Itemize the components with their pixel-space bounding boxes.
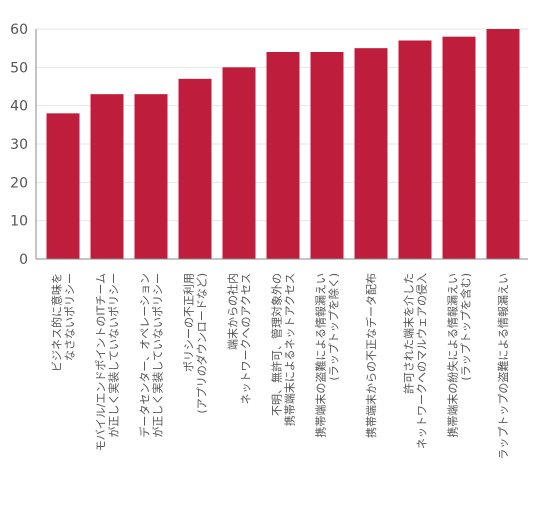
x-tick-label: 端末からの社内 ネットワークへのアクセス [226, 273, 253, 404]
x-tick-label-line: 携帯端末によるネットアクセス [283, 273, 297, 426]
x-tick-label-line: ビジネス的に意味を [50, 273, 64, 372]
x-tick-label-line: 携帯端末の盗難による情報漏えい [314, 273, 328, 438]
x-tick-label-line: ネットワークへのアクセス [240, 273, 253, 404]
bar [90, 94, 124, 260]
bar [266, 52, 300, 259]
x-tick-label: 許可された端末を介した ネットワークへのマルウェアの侵入 [402, 273, 429, 449]
x-tick-label: データセンター、オペレーション が正しく実装していないポリシー [138, 273, 165, 438]
x-tick-label-line: (アプリのダウンロードなど) [195, 273, 209, 414]
x-tick-label: 不明、無許可、管理対象外の 携帯端末によるネットアクセス [270, 273, 297, 426]
x-tick-label: ポリシーの不正利用 (アプリのダウンロードなど) [183, 273, 209, 414]
x-tick-label-line: 携帯端末からの不正なデータ配布 [364, 273, 378, 438]
x-tick-label-line: (ラップトップを除く) [327, 273, 341, 381]
x-tick-label-line: 携帯端末の紛失による情報漏えい [446, 273, 460, 438]
bar [222, 67, 256, 259]
x-tick-label-line: ポリシーの不正利用 [183, 273, 196, 372]
y-tick-label: 0 [19, 252, 28, 268]
x-tick-label: ラップトップの盗難による情報漏えい [497, 273, 510, 460]
x-tick-label: ビジネス的に意味を なさないポリシー [50, 273, 77, 372]
y-tick-label: 40 [10, 99, 28, 115]
x-tick-label: 携帯端末の盗難による情報漏えい (ラップトップを除く) [314, 273, 341, 438]
bar [486, 29, 520, 259]
y-tick-label: 10 [10, 214, 28, 230]
bar [46, 113, 80, 259]
x-tick-label-line: ラップトップの盗難による情報漏えい [497, 273, 510, 460]
y-tick-label: 50 [10, 60, 28, 76]
bar [310, 52, 344, 259]
x-tick-label: 携帯端末の紛失による情報漏えい (ラップトップを含む) [446, 273, 473, 438]
x-tick-label-line: モバイル/エンドポイントのITチーム [95, 273, 108, 451]
x-tick-label: 携帯端末からの不正なデータ配布 [364, 273, 378, 438]
bar [398, 40, 432, 259]
x-tick-label: モバイル/エンドポイントのITチーム が正しく実装していないポリシー [95, 273, 121, 451]
y-tick-label: 60 [10, 22, 28, 38]
x-tick-label-line: (ラップトップを含む) [459, 273, 473, 381]
bar [178, 78, 212, 259]
x-axis: ビジネス的に意味を なさないポリシー モバイル/エンドポイントのITチーム が正しく実… [36, 258, 528, 460]
x-tick-label-line: 許可された端末を介した [402, 273, 416, 394]
y-tick-label: 20 [10, 175, 28, 191]
bar [442, 36, 476, 259]
y-axis: 0 10 20 30 40 50 60 [10, 22, 37, 268]
x-tick-label-line: が正しく実装していないポリシー [151, 273, 165, 438]
x-tick-label-line: ネットワークへのマルウェアの侵入 [416, 273, 429, 449]
x-tick-label-line: が正しく実装していないポリシー [107, 273, 121, 438]
x-tick-label-line: データセンター、オペレーション [138, 273, 152, 438]
bar-layer [46, 29, 520, 260]
x-tick-label-line: 不明、無許可、管理対象外の [270, 273, 284, 416]
bar [134, 94, 168, 260]
y-tick-label: 30 [10, 137, 28, 153]
x-tick-label-line: なさないポリシー [64, 273, 77, 361]
x-tick-label-line: 端末からの社内 [226, 273, 240, 350]
bar [354, 48, 388, 259]
